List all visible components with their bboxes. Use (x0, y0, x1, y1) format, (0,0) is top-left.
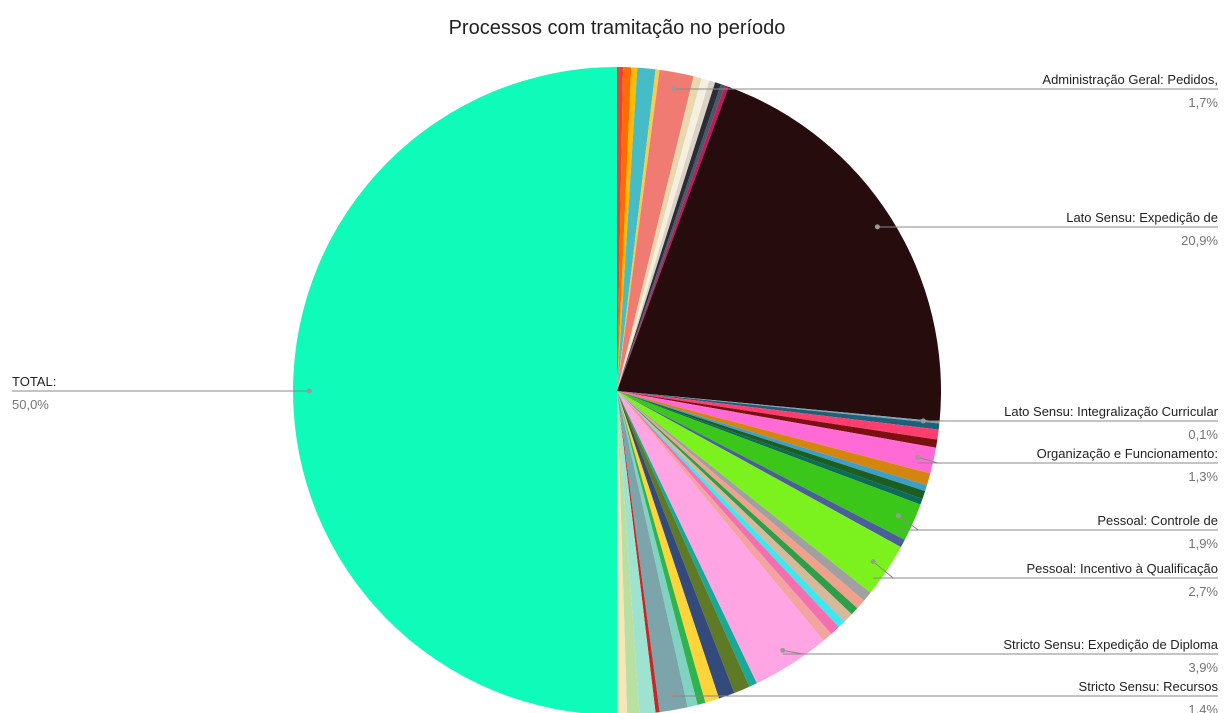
pie-slice (617, 67, 656, 391)
pie-slice (617, 391, 757, 687)
leader-dot (870, 559, 876, 565)
pie-slice (617, 391, 660, 713)
pie-slice (617, 69, 694, 391)
pie-slice (617, 391, 750, 693)
pie-slice (617, 85, 729, 391)
leader-dot (915, 454, 921, 460)
pie-slice (617, 69, 660, 392)
pie-slice (617, 82, 721, 392)
pie-slice (617, 391, 824, 684)
slice-value-label: 1,4% (1188, 702, 1218, 713)
pie-slice (617, 80, 716, 392)
pie-slice (617, 391, 865, 609)
pie-slice (617, 391, 706, 705)
slice-label: Administração Geral: Pedidos, (1042, 72, 1218, 87)
slice-label: Stricto Sensu: Recursos (1079, 679, 1219, 694)
slice-value-label: 3,9% (1188, 660, 1218, 675)
chart-title: Processos com tramitação no período (449, 17, 786, 39)
pie-slice (617, 391, 628, 713)
leader-dot (668, 691, 674, 697)
pie-slice (617, 86, 941, 422)
slice-label: TOTAL: (12, 374, 56, 389)
pie-slice (617, 67, 624, 391)
leader-dot (874, 224, 880, 230)
leader-line (872, 561, 894, 579)
pie-slice (617, 76, 702, 392)
pie-slice (617, 84, 725, 392)
pie-slice (617, 67, 638, 392)
leader-dot (895, 513, 901, 519)
slice-label: Pessoal: Incentivo à Qualificação (1027, 561, 1219, 576)
pie-slice (617, 391, 940, 424)
slice-value-label: 1,3% (1188, 469, 1218, 484)
slice-value-label: 20,9% (1181, 233, 1218, 248)
leader-line (782, 649, 803, 655)
leader-dot (920, 418, 926, 424)
leader-dot (780, 647, 786, 653)
pie-slice (617, 391, 871, 601)
leader-dot (306, 388, 312, 394)
slice-value-label: 1,7% (1188, 95, 1218, 110)
pie-slice (617, 391, 640, 713)
pie-slice (617, 391, 938, 448)
pie-slice (617, 391, 852, 622)
slice-label: Lato Sensu: Integralização Curricular (1004, 404, 1219, 419)
pie-slice (617, 391, 927, 492)
slice-value-label: 0,1% (1188, 427, 1218, 442)
pie-slice (617, 391, 688, 713)
pie-slice (617, 391, 936, 474)
pie-slice (617, 391, 940, 430)
slice-value-label: 50,0% (12, 397, 49, 412)
pie-slice (617, 391, 926, 499)
leader-line (898, 515, 919, 531)
pie-slice (617, 391, 735, 699)
pie-slice (617, 78, 710, 392)
pie-slice (617, 391, 921, 540)
pie-slice (617, 391, 839, 635)
pie-slice (617, 391, 698, 708)
slice-label: Stricto Sensu: Expedição de Diploma (1003, 637, 1218, 652)
slice-value-label: 1,9% (1188, 536, 1218, 551)
pie-slice (617, 391, 931, 486)
pie-slice (617, 391, 845, 628)
slice-label: Lato Sensu: Expedição de (1066, 210, 1218, 225)
leader-dot (671, 85, 677, 91)
pie-slice (617, 391, 832, 641)
pie-slice (617, 67, 632, 391)
pie-slice (617, 391, 901, 593)
slice-value-label: 2,7% (1188, 584, 1218, 599)
pie-slice (617, 391, 858, 615)
slice-label: Organização e Funcionamento: (1037, 446, 1218, 461)
pie-slice (617, 391, 905, 548)
pie-slice (617, 391, 656, 713)
pie-slice (617, 391, 939, 440)
pie-slice (617, 391, 923, 505)
pie-slice (293, 67, 617, 713)
slice-label: Pessoal: Controle de (1097, 513, 1218, 528)
leader-line (917, 456, 938, 464)
pie-slice (617, 391, 720, 703)
